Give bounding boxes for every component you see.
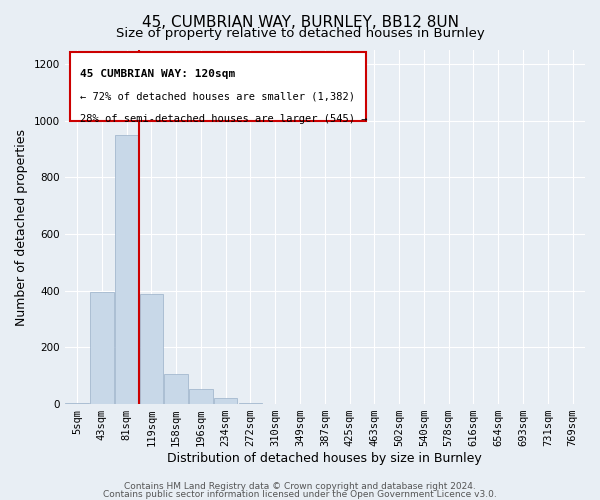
Text: 45 CUMBRIAN WAY: 120sqm: 45 CUMBRIAN WAY: 120sqm (80, 70, 236, 80)
Bar (65, 402, 89, 404)
FancyBboxPatch shape (70, 52, 367, 121)
Bar (189, 390, 213, 404)
Text: ← 72% of detached houses are smaller (1,382): ← 72% of detached houses are smaller (1,… (80, 92, 355, 102)
Bar (214, 398, 238, 404)
Bar (115, 135, 139, 404)
Text: Contains public sector information licensed under the Open Government Licence v3: Contains public sector information licen… (103, 490, 497, 499)
Text: Contains HM Land Registry data © Crown copyright and database right 2024.: Contains HM Land Registry data © Crown c… (124, 482, 476, 491)
X-axis label: Distribution of detached houses by size in Burnley: Distribution of detached houses by size … (167, 452, 482, 465)
Bar (164, 374, 188, 404)
Y-axis label: Number of detached properties: Number of detached properties (15, 128, 28, 326)
Text: Size of property relative to detached houses in Burnley: Size of property relative to detached ho… (116, 28, 484, 40)
Text: 45, CUMBRIAN WAY, BURNLEY, BB12 8UN: 45, CUMBRIAN WAY, BURNLEY, BB12 8UN (142, 15, 458, 30)
Bar (140, 294, 163, 404)
Bar (239, 402, 262, 404)
Bar (90, 292, 113, 404)
Text: 28% of semi-detached houses are larger (545) →: 28% of semi-detached houses are larger (… (80, 114, 368, 124)
